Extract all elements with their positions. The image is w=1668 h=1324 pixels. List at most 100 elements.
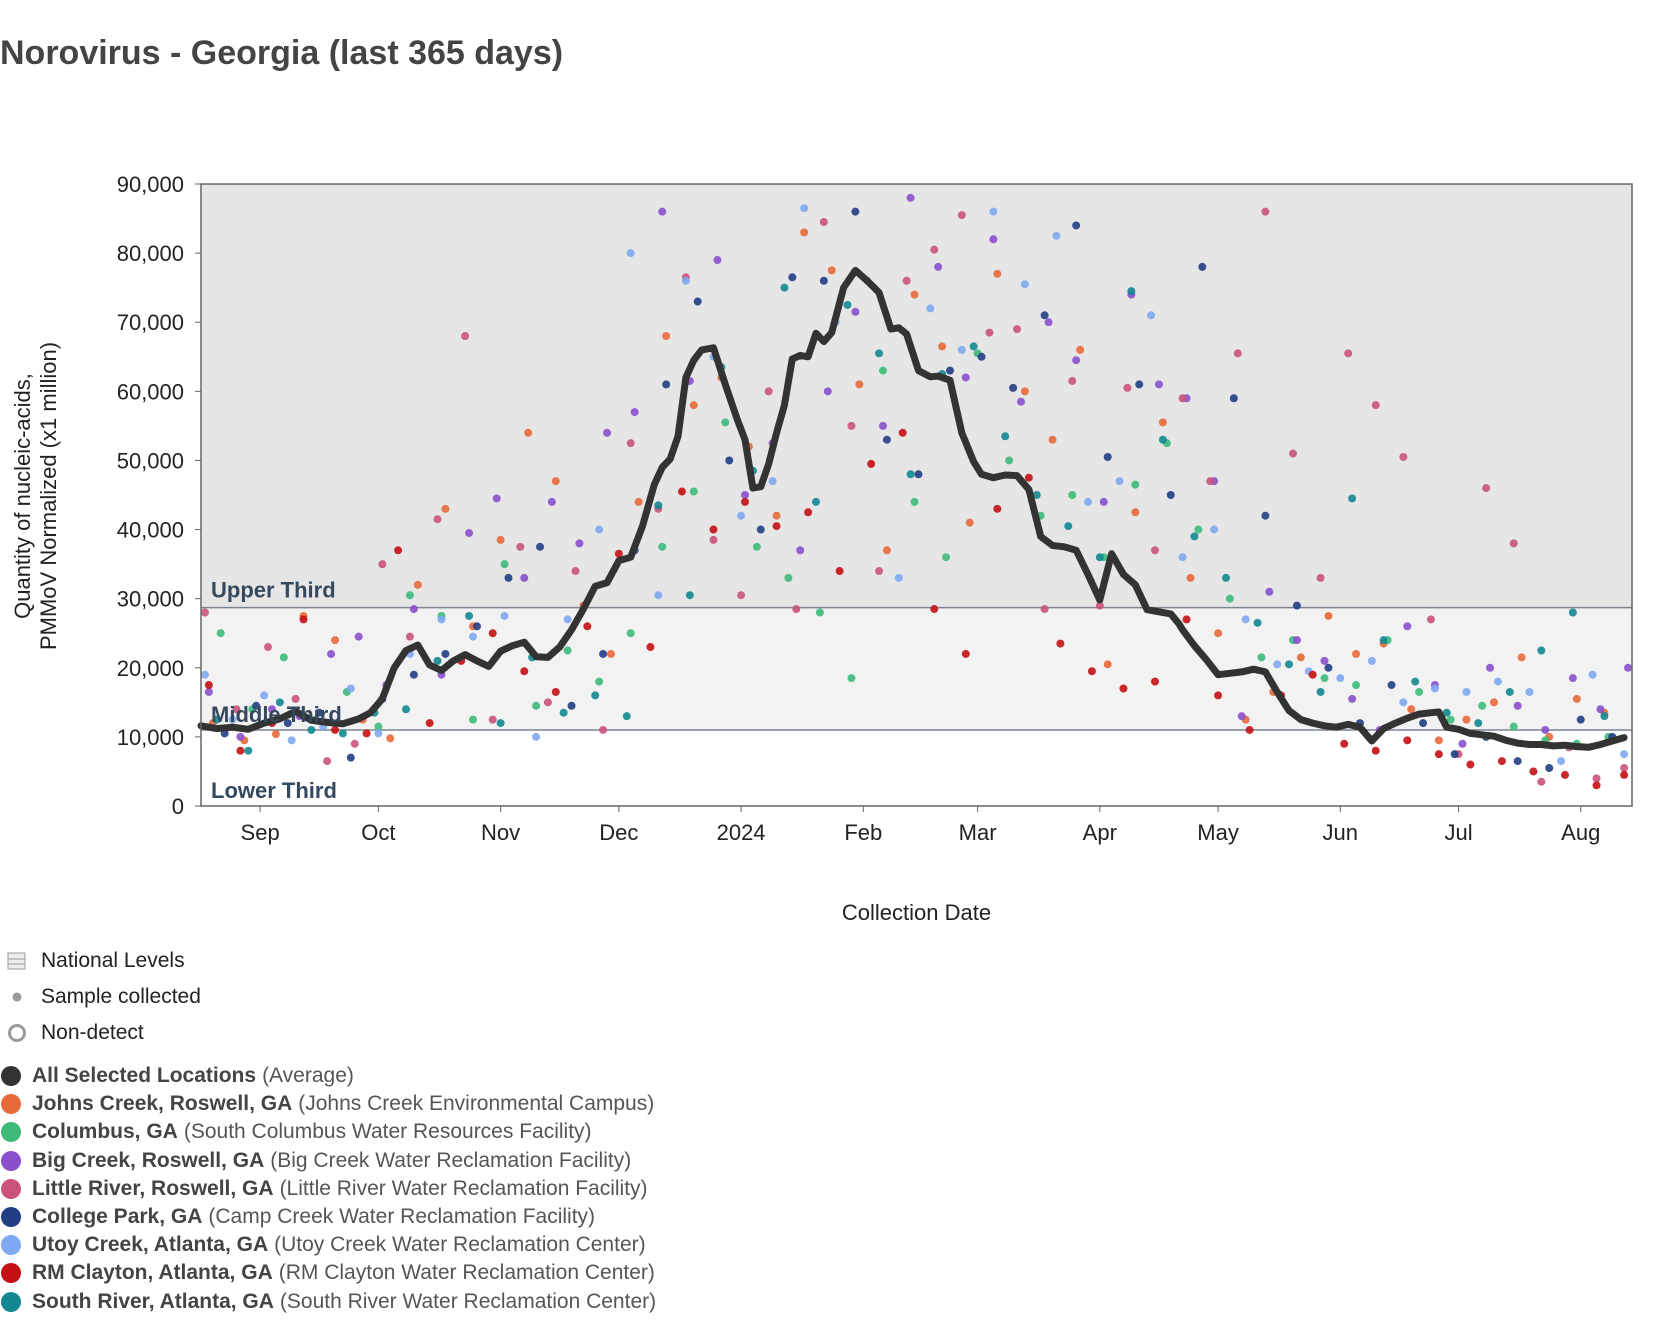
axes-layer: 0 10,000 20,000 30,000 40,000 50,000 60,000 70,…	[10, 172, 1600, 925]
legend-location[interactable]: Big Creek, Roswell, GA (Big Creek Water R…	[0, 1149, 631, 1173]
zone-band	[201, 184, 1632, 608]
sample-point	[1044, 318, 1053, 327]
sample-point	[252, 701, 261, 710]
sample-point	[1052, 231, 1061, 240]
y-tick-label: 80,000	[117, 241, 184, 266]
sample-point	[654, 591, 663, 600]
sample-point	[847, 421, 856, 430]
sample-point	[725, 456, 734, 465]
sample-point	[1419, 719, 1428, 728]
sample-point	[595, 525, 604, 534]
sample-point	[1462, 715, 1471, 724]
sample-point	[204, 681, 213, 690]
sample-point	[409, 670, 418, 679]
sample-point	[595, 677, 604, 686]
sample-point	[654, 501, 663, 510]
sample-point	[946, 366, 955, 375]
location-name: Little River, Roswell, GA	[32, 1176, 274, 1200]
legend-location[interactable]: Columbus, GA (South Columbus Water Resour…	[0, 1120, 592, 1144]
location-detail: (Johns Creek Environmental Campus)	[298, 1092, 655, 1116]
legend-location[interactable]: Utoy Creek, Atlanta, GA (Utoy Creek Water…	[0, 1233, 646, 1257]
sample-point	[878, 366, 887, 375]
sample-point	[200, 670, 209, 679]
sample-point	[1308, 670, 1317, 679]
sample-point	[232, 705, 241, 714]
sample-point	[563, 615, 572, 624]
sample-point	[200, 608, 209, 617]
sample-point	[1545, 763, 1554, 772]
sample-point	[1158, 435, 1167, 444]
zone-label: Middle Third	[211, 702, 342, 727]
sample-point	[1221, 573, 1230, 582]
sample-point	[1509, 539, 1518, 548]
sample-point	[878, 421, 887, 430]
sample-point	[989, 235, 998, 244]
location-color-dot-icon	[0, 1150, 22, 1172]
sample-point	[1178, 553, 1187, 562]
sample-point	[1099, 497, 1108, 506]
location-color-dot-icon	[0, 1262, 22, 1284]
sample-point	[563, 646, 572, 655]
sample-point	[465, 611, 474, 620]
legend-sample-collected[interactable]: Sample collected	[6, 985, 201, 1009]
sample-point	[1596, 705, 1605, 714]
x-tick-label: Nov	[481, 820, 520, 845]
sample-point	[346, 684, 355, 693]
sample-point	[875, 349, 884, 358]
sample-point	[847, 674, 856, 683]
sample-point	[1348, 494, 1357, 503]
sample-point	[469, 715, 478, 724]
sample-point	[1426, 615, 1435, 624]
sample-point	[299, 615, 308, 624]
sample-point	[488, 715, 497, 724]
location-detail: (Big Creek Water Reclamation Facility)	[270, 1148, 632, 1172]
sample-point	[957, 345, 966, 354]
sample-point	[1592, 781, 1601, 790]
legend-location[interactable]: South River, Atlanta, GA (South River Wat…	[0, 1290, 656, 1314]
legend-location[interactable]: College Park, GA (Camp Creek Water Reclam…	[0, 1205, 595, 1229]
legend-location[interactable]: All Selected Locations (Average)	[0, 1064, 354, 1088]
sample-point	[216, 629, 225, 638]
sample-point	[843, 300, 852, 309]
location-name: Columbus, GA	[32, 1120, 178, 1144]
sample-point	[689, 401, 698, 410]
sample-point	[1344, 349, 1353, 358]
x-tick-label: Mar	[959, 820, 997, 845]
legend-location[interactable]: Little River, Roswell, GA (Little River W…	[0, 1177, 648, 1201]
sample-point	[784, 573, 793, 582]
sample-point	[1261, 511, 1270, 520]
sample-point	[1261, 207, 1270, 216]
sample-point	[772, 511, 781, 520]
legend-location[interactable]: Johns Creek, Roswell, GA (Johns Creek Env…	[0, 1092, 654, 1116]
sample-point	[1525, 687, 1534, 696]
sample-point	[906, 193, 915, 202]
x-tick-label: Apr	[1083, 820, 1117, 845]
sample-point	[634, 497, 643, 506]
sample-point	[1001, 432, 1010, 441]
sample-point	[882, 435, 891, 444]
sample-point	[961, 373, 970, 382]
sample-point	[1450, 750, 1459, 759]
sample-point	[1348, 694, 1357, 703]
sample-point	[815, 608, 824, 617]
sample-point	[1513, 701, 1522, 710]
legend-non-detect[interactable]: Non-detect	[6, 1021, 144, 1045]
sample-point	[851, 207, 860, 216]
sample-point	[1182, 615, 1191, 624]
sample-point	[1529, 767, 1538, 776]
legend-national-levels[interactable]: National Levels	[6, 949, 185, 973]
sample-point	[244, 746, 253, 755]
sample-point	[1103, 452, 1112, 461]
sample-point	[1482, 484, 1491, 493]
sample-point	[1387, 681, 1396, 690]
sample-point	[603, 428, 612, 437]
sample-point	[772, 522, 781, 531]
sample-point	[1032, 491, 1041, 499]
sample-point	[1024, 473, 1033, 482]
sample-point	[1013, 325, 1022, 334]
sample-point	[867, 459, 876, 468]
legend-location[interactable]: RM Clayton, Atlanta, GA (RM Clayton Water…	[0, 1261, 655, 1285]
sample-point	[1009, 383, 1018, 392]
sample-point	[1600, 712, 1609, 721]
sample-point	[547, 497, 556, 506]
